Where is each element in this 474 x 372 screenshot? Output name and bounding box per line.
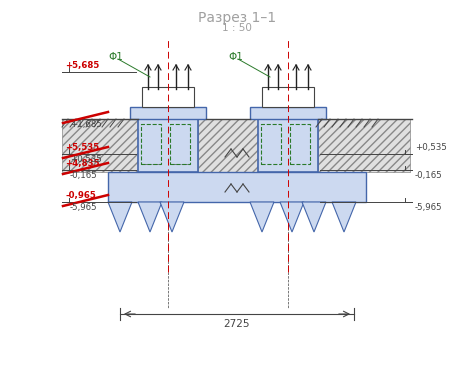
- Bar: [130, 107, 206, 119]
- Bar: [318, 119, 410, 172]
- Bar: [250, 107, 326, 119]
- Polygon shape: [332, 202, 356, 232]
- Bar: [262, 87, 314, 107]
- Bar: [138, 119, 198, 172]
- Bar: [261, 124, 281, 164]
- Text: 1 : 50: 1 : 50: [222, 23, 252, 33]
- Text: -5,965: -5,965: [70, 203, 98, 212]
- Bar: [170, 124, 190, 164]
- Bar: [62, 119, 138, 172]
- Polygon shape: [302, 202, 326, 232]
- Bar: [258, 119, 318, 172]
- Polygon shape: [108, 202, 132, 232]
- Bar: [198, 119, 258, 172]
- Bar: [142, 87, 194, 107]
- Text: Φ1: Φ1: [108, 52, 123, 62]
- Text: +1,685: +1,685: [70, 120, 102, 129]
- Bar: [141, 124, 161, 164]
- Polygon shape: [160, 202, 184, 232]
- Polygon shape: [280, 202, 304, 232]
- Text: +5,685: +5,685: [65, 61, 99, 70]
- Text: +5,535: +5,535: [65, 143, 99, 152]
- Polygon shape: [250, 202, 274, 232]
- Text: +0,535: +0,535: [415, 143, 447, 152]
- Text: Разрез 1–1: Разрез 1–1: [198, 11, 276, 25]
- Bar: [290, 124, 310, 164]
- Polygon shape: [138, 202, 162, 232]
- Bar: [108, 172, 366, 202]
- Text: -0,165: -0,165: [70, 171, 98, 180]
- Text: -5,965: -5,965: [415, 203, 443, 212]
- Text: +0,535: +0,535: [70, 155, 102, 164]
- Text: -0,965: -0,965: [65, 191, 96, 200]
- Text: Φ1: Φ1: [228, 52, 243, 62]
- Text: 2725: 2725: [224, 319, 250, 329]
- Text: -0,165: -0,165: [415, 171, 443, 180]
- Text: +4,835: +4,835: [65, 159, 100, 168]
